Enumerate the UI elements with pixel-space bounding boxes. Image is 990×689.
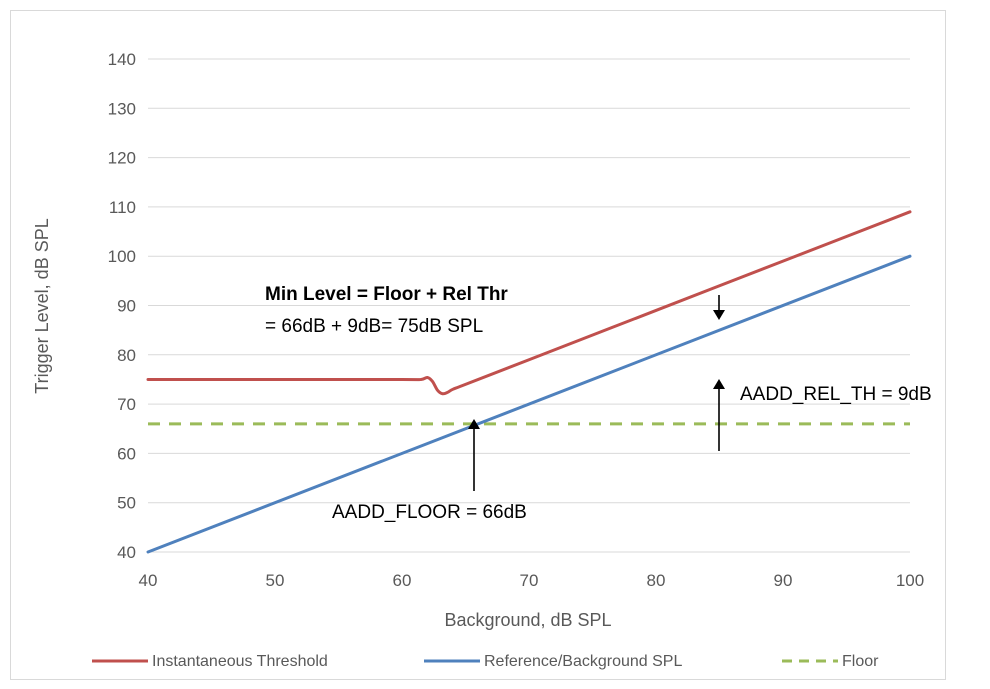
floor-label: AADD_FLOOR = 66dB	[332, 502, 527, 523]
y-tick-label: 60	[117, 444, 136, 463]
x-axis-title: Background, dB SPL	[444, 610, 611, 630]
y-tick-label: 100	[108, 247, 136, 266]
y-tick-label: 90	[117, 297, 136, 316]
x-tick-label: 90	[774, 571, 793, 590]
min-level-equation: = 66dB + 9dB= 75dB SPL	[265, 316, 483, 337]
series-line-0	[146, 210, 912, 396]
chart-frame	[10, 10, 946, 680]
legend-label: Reference/Background SPL	[484, 653, 682, 670]
x-tick-label: 100	[896, 571, 924, 590]
series-line-1	[146, 254, 912, 554]
legend-label: Instantaneous Threshold	[152, 653, 328, 670]
x-tick-label: 40	[139, 571, 158, 590]
legend-label: Floor	[842, 653, 879, 670]
legend: Instantaneous Threshold Reference/Backgro…	[92, 653, 879, 670]
y-tick-label: 110	[109, 198, 136, 217]
y-tick-label: 120	[108, 149, 136, 168]
x-tick-label: 70	[520, 571, 539, 590]
y-tick-label: 70	[117, 395, 136, 414]
y-tick-label: 130	[108, 99, 136, 118]
gridlines	[148, 58, 910, 553]
x-tick-label: 50	[266, 571, 285, 590]
y-axis-title: Trigger Level, dB SPL	[32, 218, 52, 393]
min-level-title: Min Level = Floor + Rel Thr	[265, 284, 508, 305]
y-tick-label: 50	[117, 494, 136, 513]
x-tick-label: 60	[393, 571, 412, 590]
y-tick-label: 40	[117, 543, 136, 562]
series-layer	[146, 210, 912, 554]
tick-labels: 40 50 60 70 80 90 100 110 120 130 140 40 50 60 70 80 90 1…	[108, 50, 925, 590]
rel-th-label: AADD_REL_TH = 9dB	[740, 384, 932, 405]
x-tick-label: 80	[647, 571, 666, 590]
y-tick-label: 80	[117, 346, 136, 365]
y-tick-label: 140	[108, 50, 136, 69]
